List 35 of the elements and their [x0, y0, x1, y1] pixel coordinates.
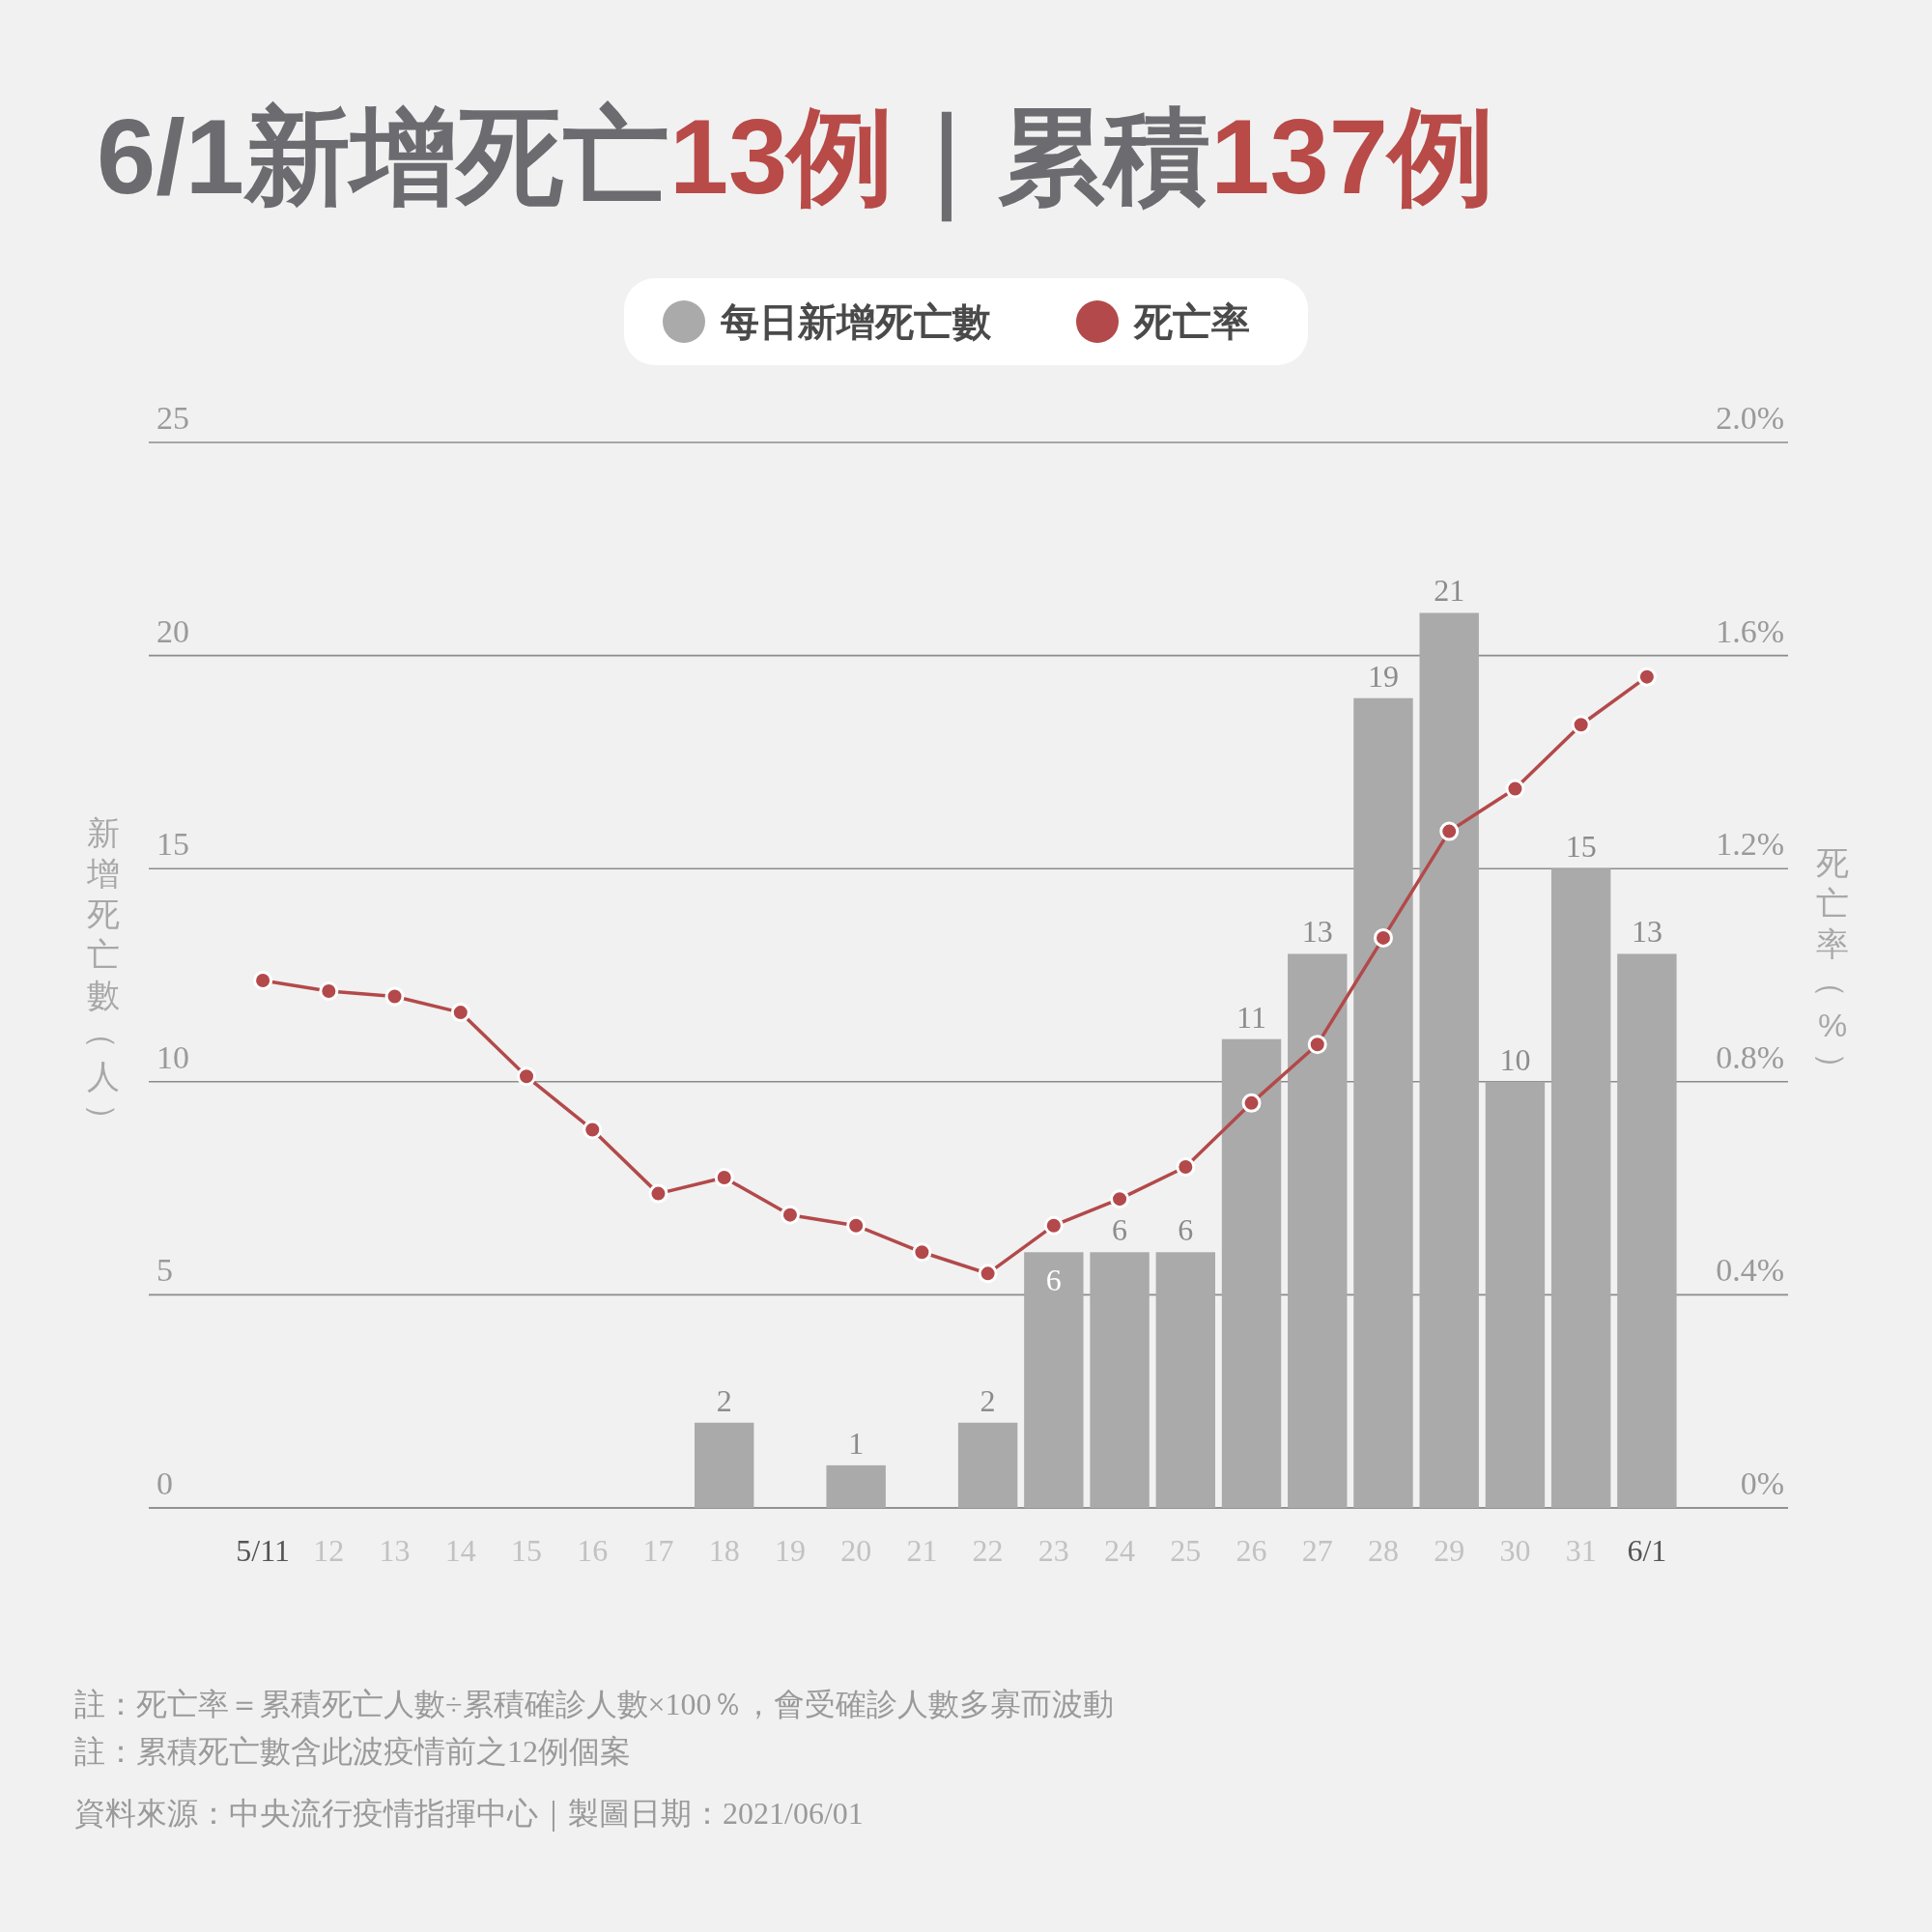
y-tick-label: 0	[156, 1465, 173, 1501]
data-label: 10	[1499, 1041, 1531, 1077]
data-label: 6	[1178, 1212, 1194, 1248]
y-tick-label: 5	[156, 1252, 173, 1289]
y-tick-label: 15	[156, 826, 189, 863]
y-axis-title: 新增死亡數（人）	[85, 814, 123, 1137]
data-label: 15	[1565, 829, 1597, 865]
source-note: 資料來源：中央流行疫情指揮中心｜製圖日期：2021/06/01	[74, 1796, 864, 1832]
y2-tick-label: 0.4%	[1716, 1252, 1784, 1289]
data-label: 21	[1434, 573, 1465, 609]
y-tick-label: 10	[156, 1038, 189, 1075]
data-label: 1	[848, 1425, 865, 1461]
legend-label: 死亡率	[1133, 300, 1250, 343]
data-label: 2	[716, 1382, 732, 1418]
y2-tick-label: 1.2%	[1716, 826, 1784, 863]
text: 註：累積死亡數含此波疫情前之12例個案	[74, 1734, 631, 1769]
y2-tick-label: 0.8%	[1716, 1038, 1784, 1075]
data-label: 11	[1236, 999, 1266, 1035]
data-label: 6	[1112, 1212, 1128, 1248]
y-tick-label: 25	[156, 400, 189, 436]
data-label: 13	[1631, 914, 1662, 950]
y2-tick-label: 0%	[1740, 1465, 1784, 1501]
y-tick-label: 20	[156, 612, 189, 649]
chart-title: 6/1新增死亡13例｜累積137例	[97, 97, 1494, 222]
x-tick-label: 6/1	[1627, 1533, 1667, 1568]
text: 註：死亡率＝累積死亡人數÷累積確診人數×100％，會受確診人數多寡而波動	[74, 1687, 1114, 1721]
legend-label: 每日新增死亡數	[720, 300, 992, 343]
data-label: 2	[980, 1382, 996, 1418]
y2-tick-label: 2.0%	[1716, 400, 1784, 436]
y2-axis-title: 死亡率（%）	[1814, 844, 1852, 1086]
y2-tick-label: 1.6%	[1716, 612, 1784, 649]
data-label: 13	[1301, 914, 1333, 950]
x-tick-label: 5/11	[236, 1533, 290, 1568]
data-label: 6	[1045, 1263, 1062, 1298]
data-label: 19	[1367, 658, 1399, 694]
